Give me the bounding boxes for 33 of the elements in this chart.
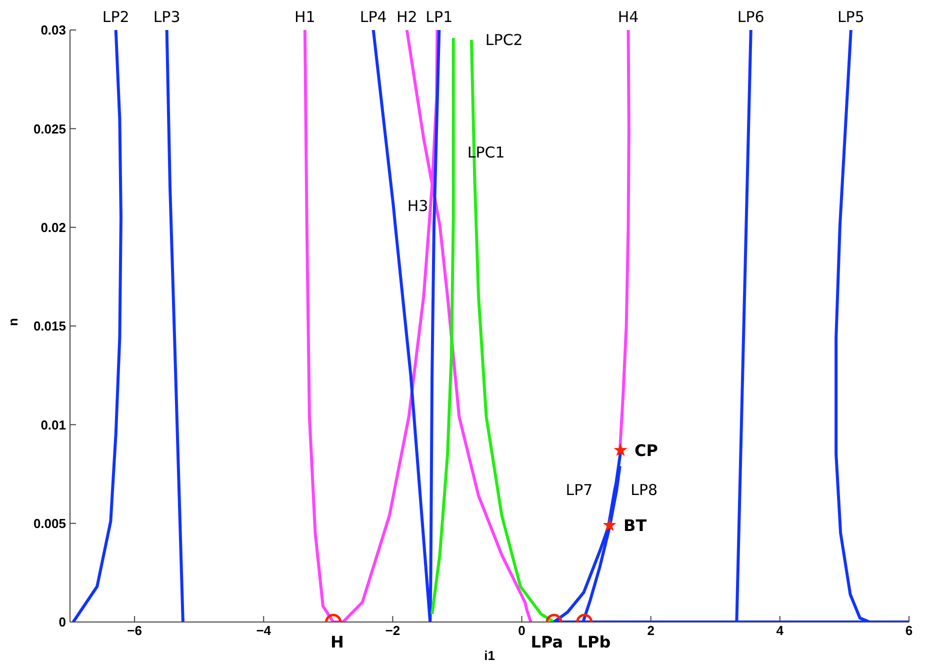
- x-tick-label: 2: [647, 623, 654, 638]
- x-tick-label: 4: [776, 623, 784, 638]
- y-tick-label: 0.025: [33, 121, 66, 136]
- x-tick-label: 0: [518, 623, 526, 638]
- annotation: LP3: [153, 8, 180, 26]
- annotation: LP2: [102, 8, 130, 26]
- y-tick-label: 0.03: [40, 22, 66, 38]
- y-tick-label: 0.01: [40, 417, 66, 432]
- y-tick-label: 0.02: [40, 220, 66, 235]
- annotation: H: [330, 632, 344, 652]
- annotation: LP7: [566, 481, 593, 500]
- y-tick-label: 0.015: [33, 318, 66, 334]
- annotation: LPb: [577, 632, 611, 652]
- annotation: LPC2: [485, 31, 523, 50]
- annotation: H3: [407, 196, 428, 215]
- x-tick-label: −4: [256, 623, 272, 638]
- x-tick-label: 6: [905, 623, 913, 638]
- annotation: CP: [634, 441, 658, 460]
- annotation: H1: [294, 8, 316, 26]
- annotation: LP4: [360, 8, 387, 26]
- annotation: H4: [618, 8, 639, 26]
- y-tick-label: 0.005: [33, 516, 66, 531]
- annotation: BT: [624, 516, 647, 535]
- y-axis-title: n: [6, 318, 21, 326]
- annotation: LP6: [737, 8, 764, 26]
- annotation: LP1: [426, 8, 453, 26]
- annotation: LP8: [630, 481, 658, 500]
- annotation: LPa: [530, 632, 564, 652]
- annotation: H2: [396, 8, 418, 26]
- x-tick-label: −2: [385, 623, 400, 638]
- x-axis-title: i1: [484, 648, 495, 663]
- x-tick-label: −6: [127, 623, 142, 638]
- annotation: LP5: [837, 8, 864, 26]
